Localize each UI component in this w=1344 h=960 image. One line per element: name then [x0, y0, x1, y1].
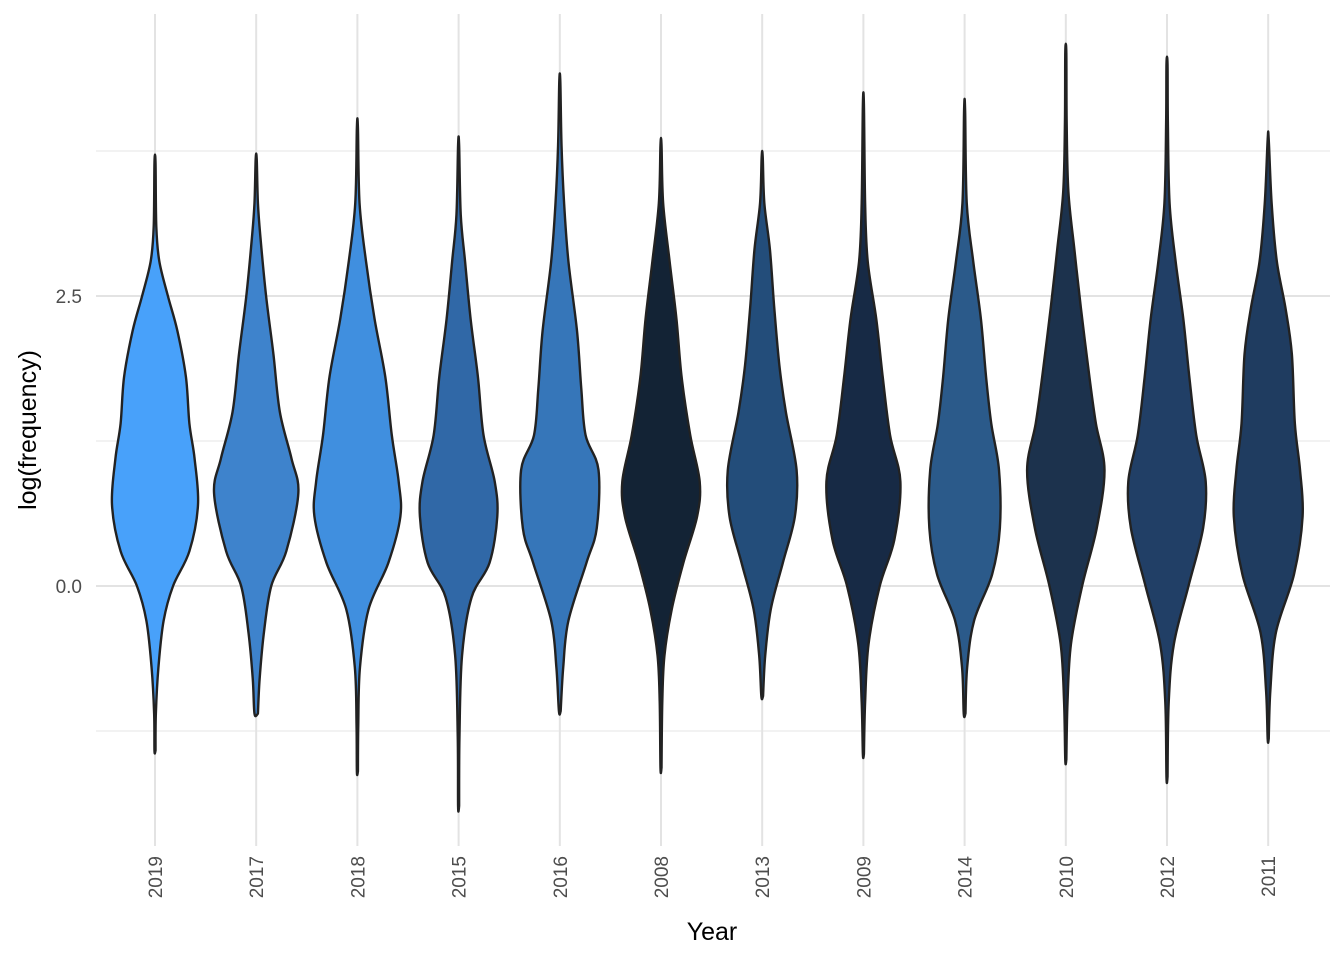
x-tick-label: 2012 — [1158, 856, 1179, 898]
x-tick-label: 2015 — [450, 856, 471, 898]
x-tick-label: 2011 — [1259, 856, 1280, 897]
violin-2012 — [1126, 55, 1208, 785]
violin-2008 — [620, 136, 702, 775]
violin-2014 — [927, 97, 1002, 719]
violin-2019 — [110, 153, 200, 755]
violin-2009 — [825, 91, 902, 760]
x-tick-label: 2009 — [854, 856, 875, 898]
violin-2015 — [418, 135, 499, 813]
x-tick-label: 2019 — [146, 856, 167, 898]
x-tick-label: 2008 — [652, 856, 673, 898]
x-tick-label: 2013 — [753, 856, 774, 898]
violin-2010 — [1025, 42, 1106, 766]
violin-2017 — [212, 152, 300, 718]
violin-2016 — [519, 72, 601, 716]
x-tick-label: 2014 — [956, 856, 977, 899]
violin-2011 — [1232, 130, 1305, 744]
x-tick-label: 2016 — [551, 856, 572, 898]
y-axis-title: log(frequency) — [14, 350, 42, 510]
y-tick-label: 2.5 — [56, 287, 82, 308]
x-tick-label: 2017 — [247, 856, 268, 898]
x-tick-label: 2010 — [1057, 856, 1078, 898]
x-axis-ticks: 2019 2017 2018 2015 2016 2008 2013 2009 2014 2010… — [146, 856, 1280, 899]
violins — [110, 42, 1305, 813]
x-tick-label: 2018 — [348, 856, 369, 898]
violin-2018 — [312, 117, 403, 777]
y-axis-ticks: 0.0 2.5 — [56, 287, 82, 598]
x-axis-title: Year — [687, 918, 738, 946]
y-tick-label: 0.0 — [56, 577, 82, 598]
violin-2013 — [725, 149, 799, 701]
